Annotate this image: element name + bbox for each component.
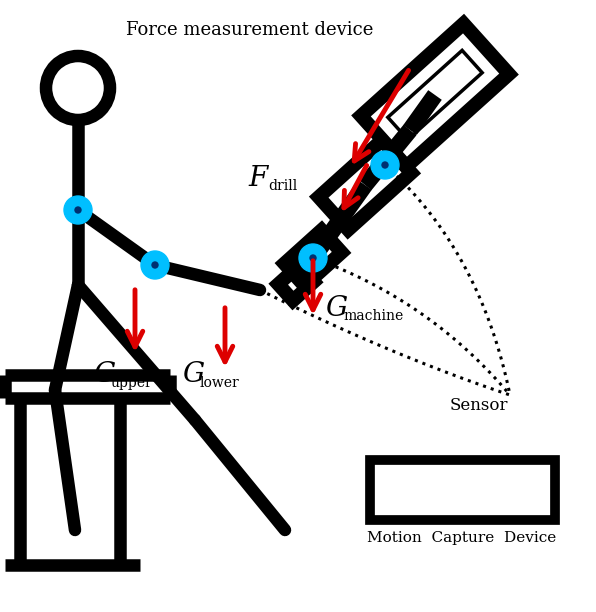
Circle shape — [310, 255, 316, 261]
Text: drill: drill — [268, 179, 297, 193]
Text: machine: machine — [343, 309, 403, 323]
Circle shape — [64, 196, 92, 224]
Text: G: G — [93, 362, 115, 389]
Circle shape — [75, 207, 81, 213]
Circle shape — [382, 162, 388, 168]
Circle shape — [152, 262, 158, 268]
Text: G: G — [325, 294, 347, 321]
Text: upper: upper — [111, 376, 153, 390]
Bar — [370, 460, 555, 520]
Text: Sensor: Sensor — [450, 397, 508, 414]
Circle shape — [299, 244, 327, 272]
Circle shape — [371, 151, 399, 179]
Text: Motion  Capture  Device: Motion Capture Device — [367, 531, 557, 545]
Text: lower: lower — [200, 376, 240, 390]
Text: F: F — [248, 165, 267, 192]
Circle shape — [141, 251, 169, 279]
Text: G: G — [182, 362, 204, 389]
Text: Force measurement device: Force measurement device — [126, 21, 374, 39]
